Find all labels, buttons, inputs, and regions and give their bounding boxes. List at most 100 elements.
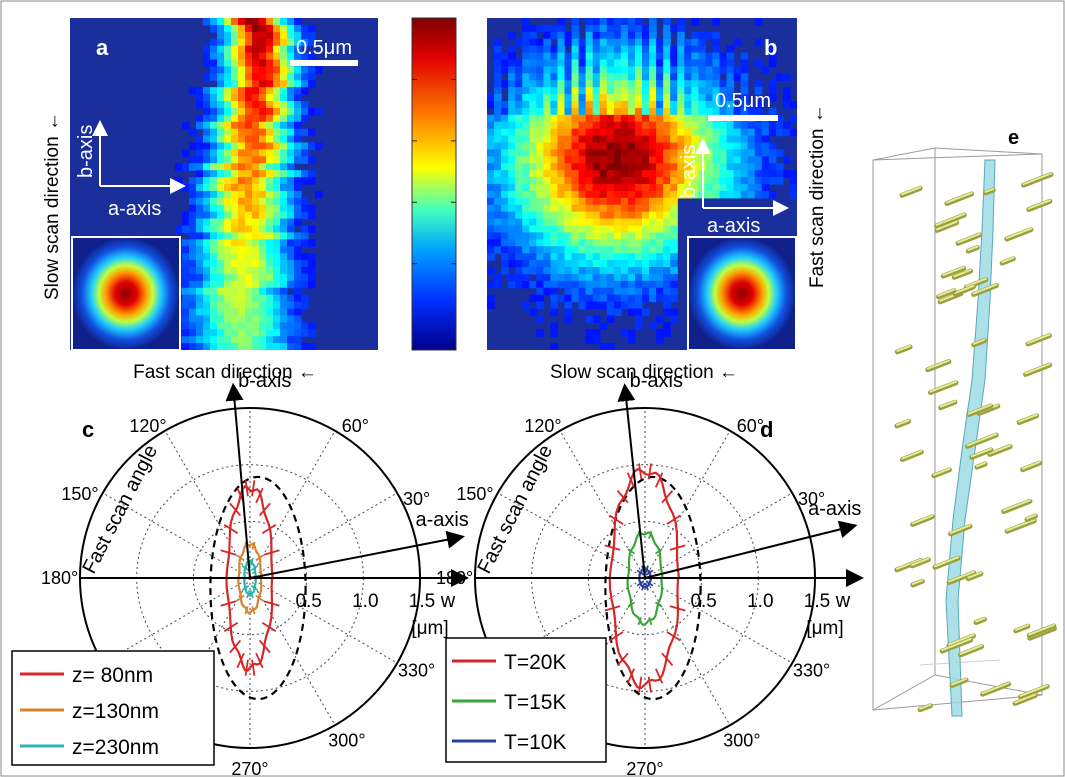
panel-d-grid-spoke [644,430,731,579]
panel-e-defect-rod-highlight [1021,461,1041,470]
panel-e-defect-rod-highlight [953,269,972,278]
panel-c-b-axis-arrow [225,382,251,579]
panel-d-error-bar [626,668,636,684]
panel-d-legend-label: T=10K [504,731,566,754]
panel-d-b-axis-arrow [617,383,646,579]
panel-c-angle-150: 150° [61,484,98,504]
panel-c-error-bar [244,480,249,497]
panel-e-defect-rod-highlight [951,677,968,686]
panel-d-reference-ellipse [604,475,702,701]
panel-d-error-bar [669,544,686,551]
panel-c-error-bar [249,590,254,599]
panel-c-error-bar [251,606,256,615]
panel-e-defect-rod-highlight [926,359,950,370]
panel-c-angle-270: 270° [231,759,268,777]
panel-c-error-bar [251,659,256,676]
panel-d-radial-tick: 0.5 [690,591,716,612]
panel-e-defect-rod-highlight [901,450,923,460]
panel-d-error-bar [661,652,674,666]
panel-e-defect-rod-highlight [967,571,982,579]
colorbar [411,17,457,351]
panel-d-error-bar [637,617,642,626]
panel-c-error-bar [223,621,239,633]
panel-c-error-bar [246,590,251,599]
panel-c-angle-30: 30° [403,489,430,509]
panel-c-a-axis-label: a-axis [415,509,468,531]
panel-d-a-axis-arrow [644,520,858,579]
panel-c-error-bar [261,621,277,633]
panel-c-radial-tick: 1.5 [409,591,435,612]
panel-e-defect-rod-highlight [932,467,951,476]
panel-d-grid-spoke [644,577,731,726]
panel-d-angle-150: 150° [456,484,493,504]
panel-c-error-bar [236,652,245,669]
panel-c-error-bar [261,523,277,535]
panel-e-defect-rod-highlight [967,245,979,252]
panel-c-legend-label: z= 80nm [72,664,153,687]
panel-d-error-bar [638,676,643,693]
panel-e-defect-rod-highlight [981,682,1010,695]
panel-e-defect-rod-highlight [1026,514,1037,520]
panel-d-legend-label: T=20K [504,651,566,674]
panel-c-error-bar [258,639,271,654]
panel-c-angle-60: 60° [342,416,369,436]
panel-c-legend-label: z=230nm [72,736,159,759]
panel-e-defect-rod-highlight [966,433,998,447]
panel-e-defect-rod-highlight [1027,199,1051,210]
panel-e-defect-rod-highlight [945,191,973,204]
panel-a-letter: a [96,35,109,60]
panel-d-error-bar [666,514,681,525]
panel-c-error-bar [255,554,263,562]
panel-c-error-bar [255,487,264,504]
panel-c-error-bar [249,557,254,566]
panel-c-radial-tick: 0.5 [295,591,321,612]
panel-e-defect-rod-highlight [933,556,960,568]
panel-d-angle-60: 60° [737,416,764,436]
panel-c-angle-120: 120° [129,416,166,436]
panel-e-defect-rod-highlight [895,419,910,426]
panel-c-angle-180: 180° [41,568,78,588]
panel-a-scalebar-label: 0.5μm [296,37,352,59]
panel-e-box [872,147,1043,711]
panel-d-w-label: w [835,590,851,612]
panel-b-x-label: Slow scan direction ← [550,362,738,383]
panel-c-error-bar [244,659,249,676]
panel-c-error-bar [220,549,237,556]
panel-c-error-bar [251,480,256,497]
panel-e-defect-rod-highlight [937,288,955,297]
panel-d-error-bar [645,580,654,587]
panel-e-defect-rod-highlight [975,462,987,468]
panel-d-error-bar [669,605,686,612]
panel-e-defect-rod-highlight [1024,363,1051,375]
panel-c-grid-spoke [249,492,398,579]
panel-e-defect-rod-highlight [1027,333,1051,344]
panel-e-defect-rod-highlight [1001,256,1015,264]
panel-e-defect-rod-highlight [1002,499,1031,512]
panel-c-reference-ellipse [209,475,307,701]
panel-d-error-bar [644,565,649,574]
panel-d-error-bar [647,463,652,480]
panel-d-grid-spoke [644,492,793,579]
panel-e-defect-rod-highlight [1006,518,1036,532]
panel-a-y-label: Slow scan direction ← [42,112,63,300]
panel-c-error-bar [263,549,280,556]
panel-d-error-bar [627,601,636,608]
panel-b-scalebar-label: 0.5μm [715,90,771,112]
panel-c-angle-330: 330° [398,661,435,681]
panel-e-defect-rod-highlight [957,233,981,244]
panel-d-grid-spoke [559,430,646,579]
panel-e-defect-rod-highlight [1019,684,1049,697]
panel-d-error-bar [616,652,629,666]
panel-e-defect-rod-highlight [1022,172,1052,186]
panel-c-grid-spoke [249,577,336,726]
panel-d-error-bar [648,617,653,626]
panel-d-angle-270: 270° [626,759,663,777]
panel-e-defect-rod-highlight [975,617,986,623]
panel-d-error-bar [604,544,621,551]
panel-c-a-axis-arrow [249,530,465,579]
panel-c-fast-scan-angle-label: Fast scan angle [78,441,162,577]
panel-a: 0.5μm a b-axis a-axis Slow scan directio… [42,18,378,383]
panel-b-psf-inset [687,236,797,351]
panel-d-error-bar [638,463,643,480]
